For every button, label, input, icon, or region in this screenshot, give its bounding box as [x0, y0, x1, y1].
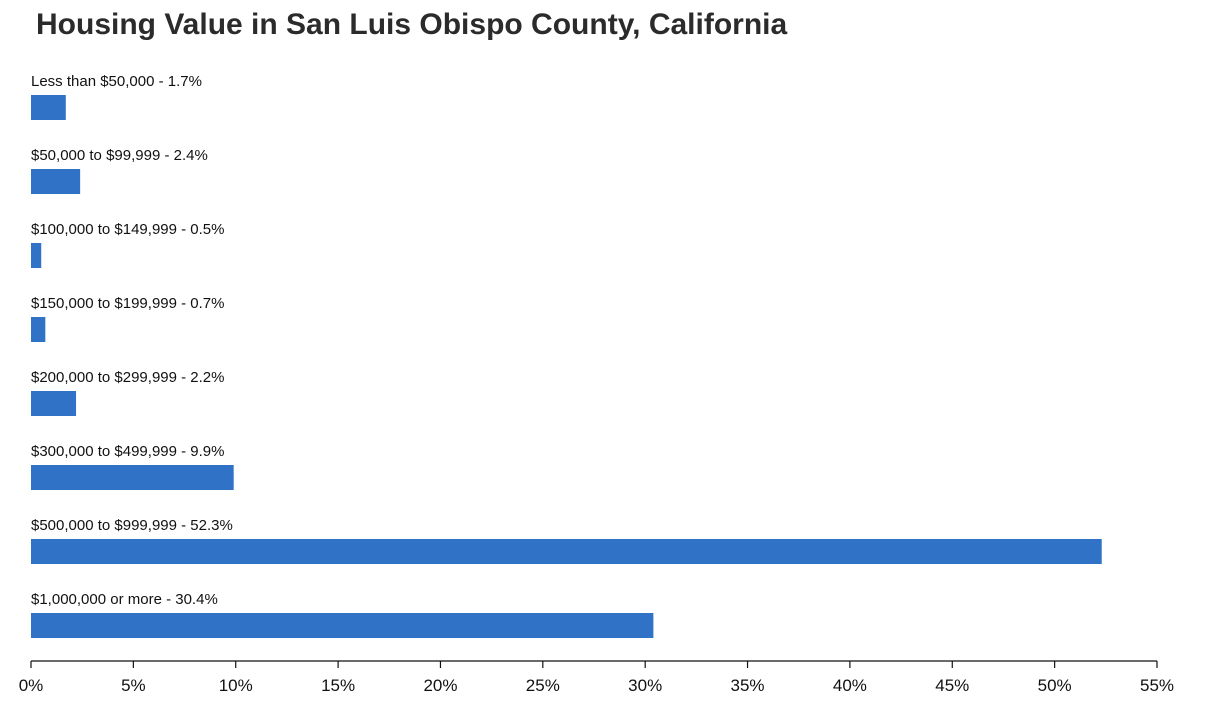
bar [31, 169, 81, 194]
bar-label: $200,000 to $299,999 - 2.2% [31, 369, 225, 386]
x-tick-label: 30% [628, 676, 662, 695]
bars-group: Less than $50,000 - 1.7% $50,000 to $99,9… [31, 73, 1102, 638]
bar [31, 539, 1102, 564]
bar-label: Less than $50,000 - 1.7% [31, 73, 202, 90]
x-tick-label: 35% [731, 676, 765, 695]
x-tick-label: 40% [833, 676, 867, 695]
x-tick-label: 0% [19, 676, 44, 695]
bar-label: $100,000 to $149,999 - 0.5% [31, 221, 225, 238]
bar-label: $1,000,000 or more - 30.4% [31, 591, 218, 608]
x-tick-label: 50% [1038, 676, 1072, 695]
bar-label: $50,000 to $99,999 - 2.4% [31, 147, 208, 164]
bar-label: $150,000 to $199,999 - 0.7% [31, 295, 225, 312]
bar [31, 465, 234, 490]
bar [31, 243, 42, 268]
bar [31, 391, 77, 416]
x-tick-label: 10% [219, 676, 253, 695]
bar [31, 613, 654, 638]
bar [31, 317, 46, 342]
bar [31, 95, 66, 120]
x-tick-label: 20% [423, 676, 457, 695]
x-tick-label: 45% [935, 676, 969, 695]
bar-label: $300,000 to $499,999 - 9.9% [31, 443, 225, 460]
x-tick-label: 55% [1140, 676, 1174, 695]
x-tick-label: 15% [321, 676, 355, 695]
chart-title: Housing Value in San Luis Obispo County,… [36, 8, 788, 41]
x-tick-label: 5% [121, 676, 146, 695]
x-tick-label: 25% [526, 676, 560, 695]
bar-label: $500,000 to $999,999 - 52.3% [31, 517, 233, 534]
x-axis: 0% 5% 10% 15% 20% 25% 30% 35% 40% 45% 50% 55% [19, 660, 1174, 695]
